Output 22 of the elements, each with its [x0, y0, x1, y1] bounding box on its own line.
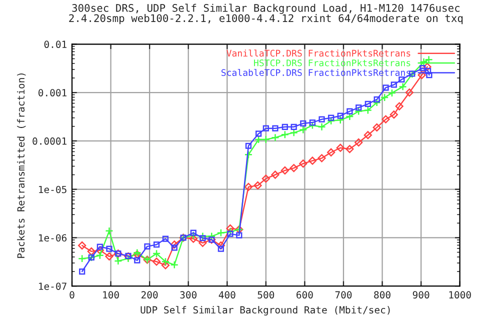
x-tick-label: 900 [412, 291, 430, 299]
legend-label: VanillaTCP.DRS FractionPktsRetrans [226, 50, 410, 57]
x-tick-label: 300 [180, 291, 196, 299]
x-tick-label: 700 [335, 291, 352, 299]
x-tick-label: 600 [296, 291, 313, 299]
y-axis-title: Packets Retransmitted (fraction) [17, 73, 26, 258]
chart-title: 300sec DRS, UDP Self Similar Background Load, H1-M120 1476usec 2.4.20smp web100-2.2.1, e1000-4.4.12 rxint 64/64moderate on txq [69, 4, 463, 24]
y-tick-label: 1e-07 [39, 282, 66, 290]
x-tick-label: 200 [142, 291, 158, 299]
x-axis-title: UDP Self Similar Background Rate (Mbit/sec) [140, 306, 390, 316]
y-tick-label: 1e-06 [39, 234, 67, 242]
x-tick-label: 800 [374, 291, 390, 299]
y-tick-label: 0.0001 [32, 137, 66, 145]
y-tick-label: 1e-05 [39, 186, 66, 194]
legend-label: HSTCP.DRS FractionPktsRetrans [254, 59, 410, 66]
x-tick-label: 500 [258, 291, 274, 299]
x-tick-label: 0 [70, 291, 74, 299]
y-tick-label: 0.001 [38, 89, 66, 96]
y-tick-label: 0.01 [44, 40, 66, 48]
x-tick-label: 100 [103, 291, 119, 299]
x-tick-label: 1000 [449, 291, 471, 299]
x-tick-label: 400 [218, 291, 236, 299]
